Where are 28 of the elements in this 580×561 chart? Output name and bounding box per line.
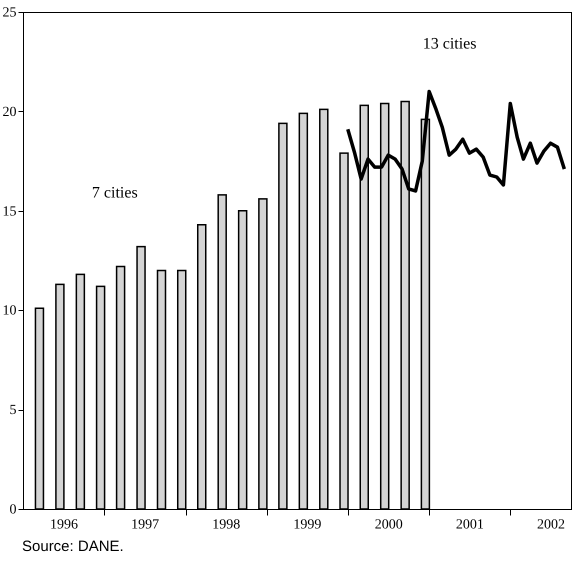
bar	[156, 270, 166, 510]
y-tick-label: 10	[2, 304, 16, 319]
bar	[217, 194, 227, 510]
x-tick-label: 1999	[293, 518, 322, 532]
bar	[55, 284, 65, 510]
x-tick-label: 1996	[50, 518, 78, 532]
x-tick-label: 2000	[374, 518, 403, 532]
y-tick-label: 25	[2, 6, 16, 20]
y-tick-label: 15	[2, 204, 16, 220]
x-tick-label: 2002	[537, 518, 566, 532]
bar	[116, 266, 126, 510]
annotation: 13 cities	[422, 36, 476, 53]
bar	[319, 108, 329, 510]
bar	[238, 210, 248, 510]
bar	[34, 307, 44, 510]
bar	[278, 122, 288, 510]
x-tick-label: 2001	[456, 518, 484, 532]
bar	[76, 274, 86, 510]
bar	[298, 112, 308, 510]
x-tick-label: 1997	[131, 518, 160, 532]
y-tick-label: 20	[2, 104, 16, 120]
x-tick-label: 1998	[212, 518, 240, 532]
bar	[196, 224, 206, 510]
y-tick-label: 5	[10, 403, 16, 418]
source-note: Source: DANE.	[22, 538, 124, 555]
y-tick-label: 0	[10, 502, 16, 518]
annotation: 7 cities	[92, 184, 138, 202]
bar	[136, 246, 146, 510]
